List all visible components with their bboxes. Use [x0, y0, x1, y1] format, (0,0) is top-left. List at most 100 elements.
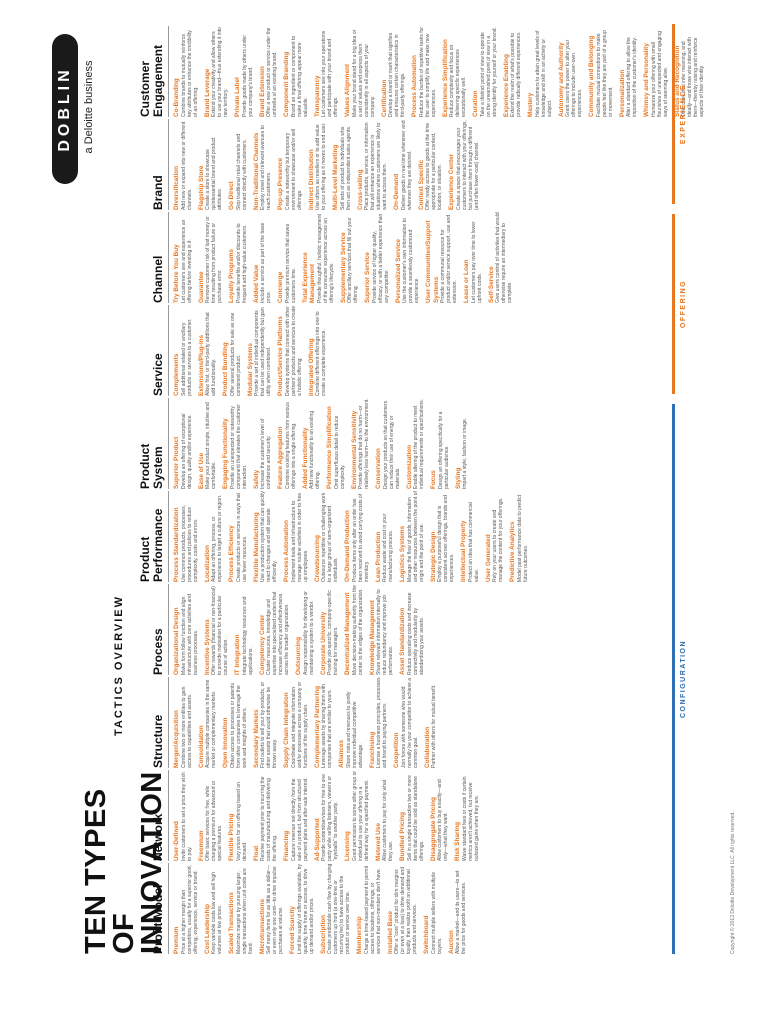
tactic-name: Risk Sharing — [454, 821, 461, 861]
tactic-name: Cross-selling — [356, 169, 364, 211]
tactic-name: Collaboration — [423, 726, 431, 768]
tactic-name: Ease of Use — [197, 452, 205, 489]
column-structure: Structure Merger/Acquisition Combine two o… — [135, 677, 665, 768]
tactic-item: Outsourcing Assign responsibility for dev… — [295, 584, 315, 675]
tactic-name: Feature Aggregation — [277, 426, 284, 489]
tactic-item: Localization Adapt an offering, process, … — [204, 491, 224, 582]
tactic-item: Membership Charge a time-based payment to… — [356, 863, 382, 954]
tactic-name: Product/Service Platforms — [277, 316, 284, 396]
tactic-name: Asset Standardization — [399, 607, 406, 675]
tactic-description: Enable altering of the product to meet i… — [413, 398, 425, 489]
column-header: Product Performance — [135, 491, 169, 582]
tactic-description: Receive payment prior to incurring the c… — [260, 776, 278, 862]
tactic-name: Incentive Systems — [203, 619, 211, 675]
tactic-item: Metered Use Allow customers to pay for on… — [375, 770, 395, 861]
tactic-name: Float — [252, 845, 260, 861]
tactic-name: Experience Enabling — [502, 54, 510, 117]
tactic-item: Pop-up Presence Create a noteworthy but t… — [277, 119, 303, 210]
tactic-description: Offer several products for sale as one c… — [229, 312, 242, 396]
tactic-name: Modular Systems — [246, 343, 254, 396]
tactic-description: Let customers see and experience an offe… — [180, 219, 193, 303]
tactic-item: Certification Develop a brand or mark tha… — [381, 26, 407, 117]
tactic-name: Knowledge Management — [368, 600, 376, 675]
logo-tagline: a Deloitte business — [83, 60, 95, 154]
tactic-description: Outsource repetitive or challenging work… — [321, 492, 339, 582]
tactic-item: User Generated Rely on your users to crea… — [485, 491, 505, 582]
tactic-item: Personalization Alter a standard offering… — [619, 26, 639, 117]
tactic-item: Process Standardization Use common produc… — [173, 491, 199, 582]
tactic-description: Create a noteworthy but temporary enviro… — [284, 128, 303, 210]
tactic-item: Experience Center Create a space that enc… — [448, 119, 480, 210]
tactic-item: Ease of Use Make your product simple, int… — [198, 398, 218, 489]
tactic-name: Open Innovation — [222, 717, 229, 768]
tactic-name: User Communities/Support Systems — [425, 220, 440, 303]
tactic-item: Switchboard Connect multiple sellers with… — [423, 863, 443, 954]
tactic-item: Mastery Help customers to attain great le… — [527, 26, 553, 117]
tactic-item: Freemium Offer basic services for free, w… — [198, 770, 224, 861]
tactic-description: Provide an unexpected or noteworthy comp… — [229, 404, 248, 489]
tactic-description: Create predictable cash flow by charging… — [327, 863, 351, 954]
tactic-description: Implement tools and infrastructure to ma… — [290, 492, 309, 582]
column-header: Structure — [135, 677, 169, 768]
tactic-description: Join forces with someone who would norma… — [400, 677, 419, 768]
tactic-name: Strategic Design — [429, 531, 437, 582]
tactic-description: Make your product simple, intuitive and … — [205, 402, 217, 489]
tactic-description: Maximize margins by pursuing larger, sin… — [235, 868, 254, 954]
tactic-description: Sell sets of product to individuals who … — [339, 125, 352, 210]
tactic-name: Complements — [173, 353, 180, 396]
tactic-item: Personalized Service Use the customer's o… — [395, 212, 421, 303]
tactic-item: Installed Base Offer a "core" product for… — [387, 863, 419, 954]
tactic-name: Flexible Pricing — [228, 813, 235, 861]
tactic-description: Reduce operating costs and increase conn… — [406, 592, 425, 675]
tactic-description: Allow customers to buy exactly—and only—… — [437, 779, 449, 861]
tactic-name: Outsourcing — [295, 637, 302, 675]
tactic-description: Sell additional related or ancillary pro… — [180, 318, 193, 396]
tactic-description: Combine two or more entities to gain acc… — [180, 686, 193, 768]
tactic-name: Integrated Offering — [307, 338, 315, 396]
tactic-item: Float Receive payment prior to incurring … — [252, 770, 279, 862]
tactic-description: Manage the flow of goods, information an… — [406, 491, 425, 582]
tactic-name: Total Experience Management — [301, 252, 317, 303]
tactic-description: Design an offering specifically for a pa… — [437, 411, 450, 489]
configuration-bar — [672, 404, 675, 954]
tactic-description: Facilitate mutual connections to make pe… — [595, 30, 614, 117]
tactic-description: Limit the supply of offerings available,… — [296, 864, 315, 954]
tactic-item: Process Automation Implement tools and in… — [283, 491, 309, 582]
tactic-description: Use a production system that can quickly… — [260, 491, 278, 582]
tactic-description: Let customers see into your operations a… — [321, 30, 339, 117]
column-header: Profit Model — [135, 863, 169, 954]
tactic-name: Logistics Systems — [399, 525, 406, 582]
tactic-item: Crowdsourcing Outsource repetitive or cha… — [314, 491, 340, 582]
tactic-item: Ad-Supported Provide content/services for… — [314, 770, 340, 861]
tactic-name: Autonomy and Authority — [557, 42, 565, 117]
tactic-item: Experience Enabling Extend the realm of w… — [503, 26, 523, 117]
tactic-name: Scaled Transactions — [228, 892, 235, 954]
tactic-description: Protect an idea that has commercial valu… — [467, 502, 480, 582]
tactic-name: Process Efficiency — [228, 525, 235, 582]
tactic-name: Freemium — [197, 830, 205, 861]
tactic-name: Certification — [380, 79, 388, 117]
tactic-description: Use the customer's own information to pr… — [402, 218, 420, 303]
tactic-description: Use common products, processes, procedur… — [180, 505, 199, 582]
tactic-name: User-Defined — [173, 821, 180, 861]
tactic-item: Indirect Distribution Use others as resel… — [308, 119, 328, 210]
tactic-item: Complements Sell additional related or an… — [173, 305, 193, 396]
tactic-name: Superior Service — [364, 252, 371, 303]
tactic-name: Licensing — [344, 831, 351, 861]
tactic-item: Licensing Grant permission to some other … — [344, 770, 370, 861]
tactic-name: Franchising — [368, 731, 376, 768]
tactic-description: Obtain access to processes or patents fr… — [229, 682, 248, 768]
tactic-description: Allow a market—and its users—to set the … — [455, 870, 467, 954]
tactic-description: Provide service of higher quality, effic… — [371, 213, 390, 303]
tactic-description: Develop systems that connect with other … — [284, 305, 303, 396]
tactic-name: Process Automation — [411, 55, 418, 117]
tactic-description: Invite customers to set a price they wis… — [180, 772, 193, 861]
column-header: Network — [135, 770, 169, 861]
tactic-description: Provide content/services for free to one… — [321, 774, 339, 861]
tactic-item: Safety Increase the customer's level of c… — [253, 398, 273, 489]
tactic-name: Customization — [405, 444, 413, 489]
tactic-description: Provide premium service that saves custo… — [284, 223, 297, 303]
tactic-name: Coopetition — [393, 732, 400, 769]
tactic-name: Added Functionality — [301, 427, 309, 489]
tactic-name: Concierge — [277, 271, 284, 303]
